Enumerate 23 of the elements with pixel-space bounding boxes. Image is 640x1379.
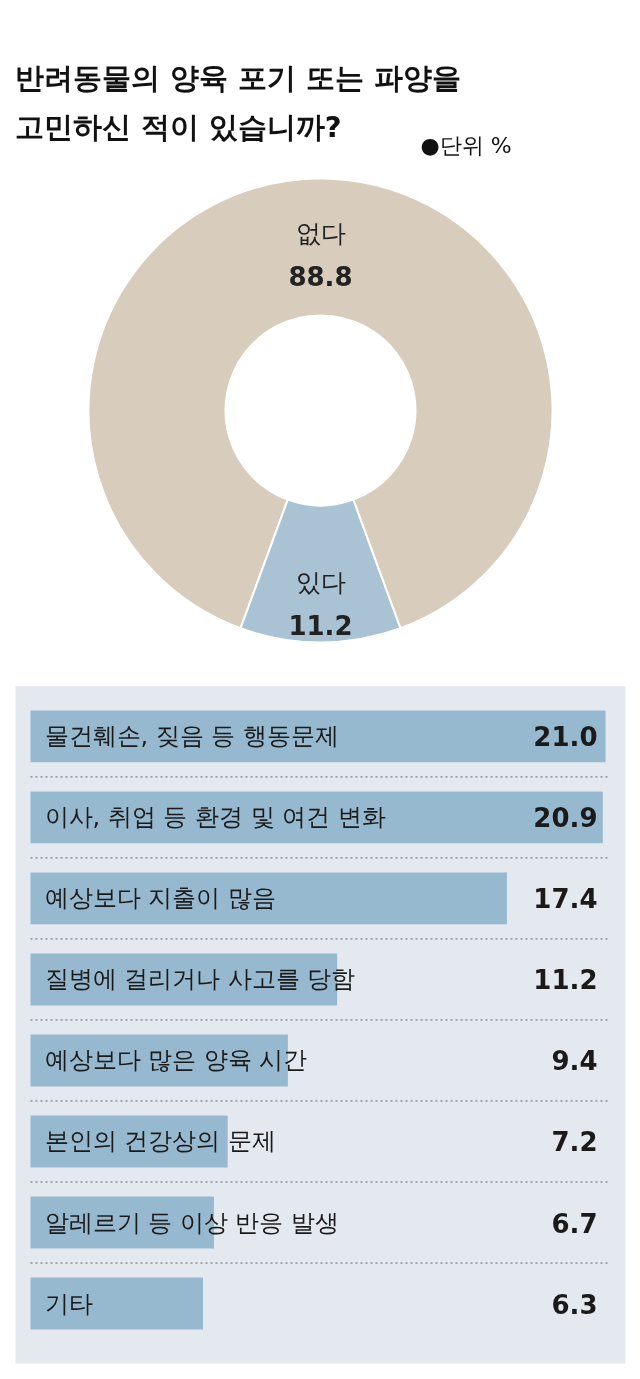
category-label: 본인의 건강상의 문제	[44, 1127, 276, 1156]
category-label: 이사, 취업 등 환경 및 여건 변화	[44, 803, 386, 832]
category-label: 예상보다 많은 양육 시간	[44, 1046, 308, 1075]
data-label: 6.3	[551, 1289, 598, 1320]
bar	[30, 710, 606, 763]
category-label: 알레르기 등 이상 반응 발생	[44, 1208, 340, 1237]
category-label: 물건훼손, 짖음 등 행동문제	[44, 722, 340, 751]
slice-label: 있다	[295, 568, 346, 597]
slice-label: 없다	[295, 219, 346, 248]
data-label: 11.2	[533, 965, 598, 996]
category-label: 예상보다 지출이 많음	[44, 884, 276, 913]
data-label: 20.9	[533, 803, 598, 834]
data-label: 11.2	[288, 610, 353, 641]
data-label: 21.0	[533, 722, 598, 753]
data-label: 7.2	[551, 1127, 598, 1158]
bar	[30, 1277, 203, 1330]
data-label: 9.4	[551, 1046, 598, 1077]
data-label: 88.8	[288, 261, 353, 292]
data-label: 6.7	[551, 1208, 598, 1239]
data-label: 17.4	[533, 884, 598, 915]
bar	[30, 872, 507, 925]
category-label: 기타	[44, 1289, 93, 1318]
category-label: 질병에 걸리거나 사고를 당함	[44, 965, 356, 994]
